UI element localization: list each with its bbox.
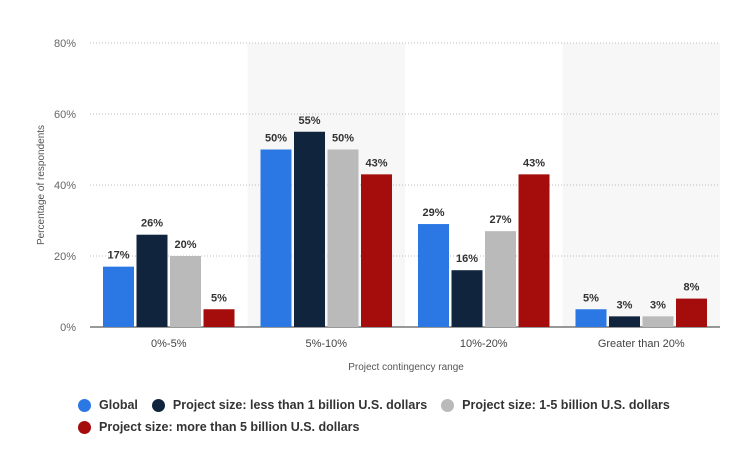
bar bbox=[609, 316, 640, 327]
data-label: 43% bbox=[523, 157, 545, 169]
x-axis-title: Project contingency range bbox=[348, 362, 464, 373]
bar-chart: 0% 20% 40% 60% 80% 17% 26% 20% 5% 50% 55% 50% 43% 29… bbox=[36, 38, 720, 373]
legend-marker bbox=[151, 398, 165, 412]
legend-label: Project size: more than 5 billion U.S. d… bbox=[99, 420, 360, 434]
bar bbox=[260, 149, 292, 327]
data-label: 43% bbox=[365, 157, 387, 169]
data-label: 50% bbox=[332, 133, 354, 145]
bars bbox=[103, 131, 707, 327]
data-label: 17% bbox=[107, 250, 129, 262]
bar bbox=[327, 149, 359, 327]
bar bbox=[103, 266, 134, 327]
bar bbox=[575, 309, 607, 327]
x-axis-categories: 0%-5% 5%-10% 10%-20% Greater than 20% bbox=[151, 338, 685, 350]
bar bbox=[518, 174, 550, 327]
y-tick-label: 80% bbox=[54, 38, 76, 50]
legend-item[interactable]: Global bbox=[78, 398, 138, 412]
data-label: 55% bbox=[298, 115, 320, 127]
legend-marker bbox=[78, 420, 91, 434]
bar bbox=[676, 298, 707, 327]
legend-marker bbox=[441, 398, 455, 412]
bar bbox=[451, 270, 483, 327]
y-tick-label: 20% bbox=[54, 251, 76, 263]
x-category-label: Greater than 20% bbox=[598, 338, 685, 350]
legend: Global Project size: less than 1 billion … bbox=[78, 398, 718, 442]
data-label: 26% bbox=[141, 218, 163, 230]
x-category-label: 10%-20% bbox=[460, 338, 508, 350]
legend-label: Project size: less than 1 billion U.S. d… bbox=[172, 398, 428, 412]
data-labels: 17% 26% 20% 5% 50% 55% 50% 43% 29% 16% 27% 43% 5% 3% 3… bbox=[107, 115, 699, 312]
x-category-label: 5%-10% bbox=[305, 338, 347, 350]
bar bbox=[136, 234, 168, 327]
legend-label: Global bbox=[99, 398, 138, 412]
data-label: 16% bbox=[456, 253, 478, 265]
y-tick-label: 40% bbox=[54, 180, 76, 192]
bar bbox=[294, 131, 325, 327]
data-label: 29% bbox=[422, 207, 444, 219]
bar bbox=[170, 256, 201, 327]
legend-item[interactable]: Project size: more than 5 billion U.S. d… bbox=[78, 420, 359, 434]
data-label: 3% bbox=[617, 299, 633, 311]
data-label: 5% bbox=[583, 292, 599, 304]
data-label: 27% bbox=[489, 214, 511, 226]
y-tick-label: 0% bbox=[60, 322, 76, 334]
data-label: 50% bbox=[265, 133, 287, 145]
x-category-label: 0%-5% bbox=[151, 338, 187, 350]
y-axis-ticks: 0% 20% 40% 60% 80% bbox=[54, 38, 76, 334]
data-label: 20% bbox=[174, 239, 196, 251]
bar bbox=[203, 309, 235, 327]
bar bbox=[418, 224, 449, 327]
data-label: 8% bbox=[684, 282, 700, 294]
legend-item[interactable]: Project size: less than 1 billion U.S. d… bbox=[151, 398, 428, 412]
y-tick-label: 60% bbox=[54, 109, 76, 121]
data-label: 3% bbox=[650, 299, 666, 311]
legend-item[interactable]: Project size: 1-5 billion U.S. dollars bbox=[441, 398, 670, 412]
data-label: 5% bbox=[211, 292, 227, 304]
bar bbox=[361, 174, 392, 327]
bar bbox=[485, 231, 516, 327]
y-axis-title: Percentage of respondents bbox=[36, 125, 47, 245]
bar bbox=[642, 316, 674, 327]
legend-label: Project size: 1-5 billion U.S. dollars bbox=[462, 398, 670, 412]
legend-marker bbox=[78, 398, 91, 412]
